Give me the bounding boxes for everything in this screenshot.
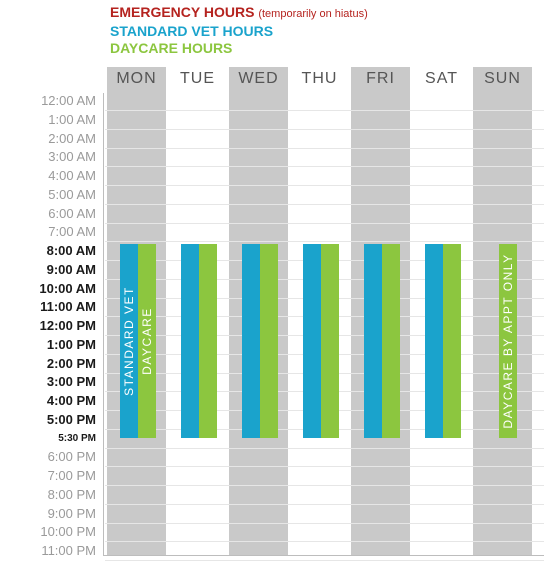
time-label: 4:00 AM: [48, 168, 96, 183]
time-label: 2:00 AM: [48, 131, 96, 146]
standard-bar-thu: [303, 244, 321, 438]
day-label-mon: MON: [116, 70, 157, 87]
time-label: 7:00 AM: [48, 224, 96, 239]
day-label-wed: WED: [238, 70, 279, 87]
daycare-bar-fri: [382, 244, 400, 438]
legend-daycare: DAYCARE HOURS: [110, 40, 233, 56]
time-label: 5:00 AM: [48, 187, 96, 202]
legend: EMERGENCY HOURS (temporarily on hiatus) …: [110, 4, 368, 57]
daycare-bar-mon: DAYCARE: [138, 244, 156, 438]
time-label: 8:00 PM: [47, 487, 96, 502]
daycare-bar-sat: [443, 244, 461, 438]
day-label-thu: THU: [301, 70, 338, 87]
time-label: 3:00 PM: [46, 374, 96, 389]
row-line: [105, 504, 544, 505]
time-label: 11:00 PM: [41, 543, 96, 558]
daycare-bar-wed: [260, 244, 278, 438]
time-label: 1:00 PM: [46, 337, 96, 352]
standard-bar-sat: [425, 244, 443, 438]
row-line: [105, 241, 544, 242]
standard-bar-mon: STANDARD VET: [120, 244, 138, 438]
time-label: 1:00 AM: [48, 112, 96, 127]
time-label: 5:30 PM: [58, 433, 96, 444]
row-line: [105, 448, 544, 449]
row-line: [105, 541, 544, 542]
row-line: [105, 129, 544, 130]
row-line: [105, 466, 544, 467]
row-line: [105, 110, 544, 111]
grid-bottom-border: [103, 555, 544, 556]
standard-bar-label: STANDARD VET: [122, 286, 136, 396]
row-line: [105, 204, 544, 205]
daycare-bar-label: DAYCARE BY APPT ONLY: [501, 253, 515, 429]
row-line: [105, 148, 544, 149]
legend-emergency-label: EMERGENCY HOURS: [110, 4, 255, 20]
time-label: 10:00 PM: [40, 524, 96, 539]
time-label: 6:00 PM: [47, 449, 96, 464]
time-label: 12:00 AM: [41, 93, 96, 108]
time-label: 7:00 PM: [47, 468, 96, 483]
legend-emergency: EMERGENCY HOURS (temporarily on hiatus): [110, 4, 368, 23]
standard-bar-wed: [242, 244, 260, 438]
day-label-sun: SUN: [484, 70, 521, 87]
daycare-bar-sun: DAYCARE BY APPT ONLY: [499, 244, 517, 438]
time-label: 8:00 AM: [46, 243, 96, 258]
day-label-fri: FRI: [366, 70, 395, 87]
standard-bar-fri: [364, 244, 382, 438]
time-label: 6:00 AM: [48, 206, 96, 221]
row-line: [105, 185, 544, 186]
time-label: 5:00 PM: [46, 412, 96, 427]
time-label: 11:00 AM: [40, 299, 96, 314]
daycare-bar-thu: [321, 244, 339, 438]
time-label: 4:00 PM: [46, 393, 96, 408]
time-label: 10:00 AM: [39, 281, 96, 296]
row-line: [105, 166, 544, 167]
legend-standard: STANDARD VET HOURS: [110, 23, 274, 39]
time-axis: [103, 93, 104, 556]
standard-bar-tue: [181, 244, 199, 438]
time-label: 3:00 AM: [48, 149, 96, 164]
daycare-bar-tue: [199, 244, 217, 438]
row-line: [105, 223, 544, 224]
day-label-sat: SAT: [425, 70, 458, 87]
time-label: 2:00 PM: [46, 356, 96, 371]
time-label: 9:00 PM: [47, 506, 96, 521]
row-line: [105, 523, 544, 524]
day-label-tue: TUE: [180, 70, 215, 87]
time-label: 12:00 PM: [39, 318, 96, 333]
time-label: 9:00 AM: [46, 262, 96, 277]
row-line: [105, 485, 544, 486]
legend-emergency-note: (temporarily on hiatus): [258, 8, 368, 20]
daycare-bar-label: DAYCARE: [140, 307, 154, 375]
